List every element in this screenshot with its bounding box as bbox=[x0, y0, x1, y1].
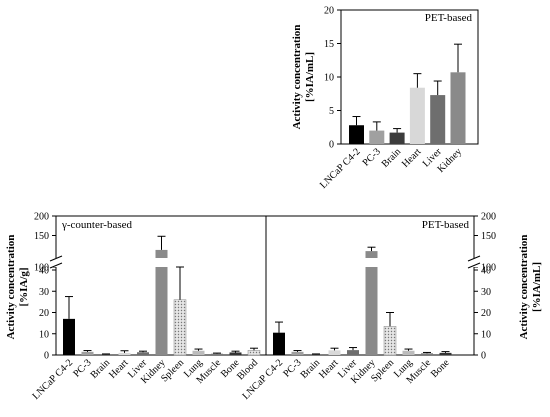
left-ytick-label: 100 bbox=[34, 263, 49, 274]
pet-category-label: Heart bbox=[317, 357, 341, 381]
right-ytick-label: 150 bbox=[481, 231, 496, 242]
left-ytick-label: 0 bbox=[44, 351, 49, 362]
gamma-bar bbox=[192, 350, 205, 355]
top-ylabel: Activity concentration bbox=[291, 25, 303, 130]
left-ytick-label: 10 bbox=[39, 329, 49, 340]
left-axis-break-mark bbox=[49, 262, 63, 269]
top-y-label: Activity concentration [%IA/mL] bbox=[291, 25, 316, 130]
top-category-label: LNCaP C4-2 bbox=[318, 146, 363, 191]
gamma-bar bbox=[247, 350, 261, 356]
pet-bar bbox=[383, 326, 397, 356]
top-bar bbox=[389, 132, 405, 144]
top-bar bbox=[409, 87, 425, 144]
top-ytick-label: 15 bbox=[324, 39, 334, 50]
pet-bar bbox=[328, 350, 341, 355]
right-yunit: [%IA/mL] bbox=[531, 262, 543, 312]
gamma-bar bbox=[229, 352, 242, 355]
bottom-plot-frame bbox=[55, 215, 475, 356]
right-ytick-label: 20 bbox=[481, 308, 491, 319]
left-axis-break-mark bbox=[49, 255, 63, 262]
pet-bar bbox=[347, 350, 359, 355]
left-yunit: [%IA/g] bbox=[18, 267, 30, 306]
top-yunit: [%IA/mL] bbox=[304, 52, 316, 102]
bar-break-gap bbox=[154, 258, 169, 267]
left-ytick-label: 150 bbox=[34, 231, 49, 242]
pet-category-label: PC-3 bbox=[281, 357, 303, 379]
gamma-category-label: Brain bbox=[89, 357, 112, 380]
top-bar bbox=[450, 72, 466, 144]
gamma-bar bbox=[100, 354, 112, 355]
pet-bar bbox=[421, 353, 433, 355]
top-chart: PET-based Activity concentration [%IA/mL… bbox=[291, 6, 479, 191]
left-y-label: Activity concentration [%IA/g] bbox=[5, 235, 30, 340]
pet-category-label: Bone bbox=[429, 357, 452, 380]
gamma-bar bbox=[211, 353, 223, 355]
gamma-bar bbox=[118, 352, 131, 355]
right-ytick-label: 100 bbox=[481, 263, 496, 274]
top-ytick-label: 5 bbox=[329, 106, 334, 117]
pet-bar bbox=[365, 251, 378, 355]
gamma-bar bbox=[137, 352, 149, 355]
gamma-bar bbox=[173, 299, 187, 356]
pet-bar bbox=[310, 354, 322, 355]
right-ytick-label: 40 bbox=[481, 266, 491, 277]
top-category-label: Brain bbox=[380, 146, 403, 169]
pet-bottom-panel-title: PET-based bbox=[422, 219, 470, 231]
right-ytick-label: 0 bbox=[481, 351, 486, 362]
top-category-label: Heart bbox=[400, 146, 424, 170]
right-ytick-label: 200 bbox=[481, 212, 496, 223]
gamma-bar bbox=[81, 351, 94, 355]
left-ylabel: Activity concentration bbox=[5, 235, 17, 340]
bar-break-gap bbox=[364, 258, 379, 267]
top-ytick-label: 20 bbox=[324, 6, 334, 17]
top-ytick-label: 10 bbox=[324, 73, 334, 84]
left-ytick-label: 20 bbox=[39, 308, 49, 319]
right-axis-break-mark bbox=[467, 255, 481, 262]
right-axis-break-gap bbox=[469, 258, 479, 267]
pet-category-label: Brain bbox=[299, 357, 322, 380]
right-axis-break-mark bbox=[467, 262, 481, 269]
gamma-category-label: LNCaP C4-2 bbox=[30, 357, 75, 402]
top-ytick-label: 0 bbox=[329, 140, 334, 151]
top-panel-title: PET-based bbox=[425, 12, 473, 24]
bottom-chart: γ-counter-based PET-based Activity conce… bbox=[5, 212, 543, 402]
top-bar bbox=[430, 95, 446, 144]
pet-bar bbox=[291, 351, 304, 355]
left-axis-break-gap bbox=[51, 258, 61, 267]
gamma-bar bbox=[155, 249, 168, 355]
right-y-label: Activity concentration [%IA/mL] bbox=[518, 235, 543, 340]
top-bar bbox=[369, 130, 385, 144]
pet-bar bbox=[273, 332, 285, 355]
pet-bar bbox=[439, 352, 452, 355]
right-ylabel: Activity concentration bbox=[518, 235, 530, 340]
gamma-bar bbox=[63, 318, 75, 355]
top-category-label: PC-3 bbox=[361, 146, 383, 168]
gamma-category-label: PC-3 bbox=[71, 357, 93, 379]
right-ytick-label: 30 bbox=[481, 287, 491, 298]
right-ytick-label: 10 bbox=[481, 329, 491, 340]
top-bar bbox=[349, 125, 364, 144]
left-ytick-label: 40 bbox=[39, 266, 49, 277]
gamma-panel-title: γ-counter-based bbox=[61, 219, 132, 231]
gamma-category-label: Heart bbox=[107, 357, 131, 381]
left-ytick-label: 30 bbox=[39, 287, 49, 298]
pet-bar bbox=[402, 350, 415, 355]
left-ytick-label: 200 bbox=[34, 212, 49, 223]
